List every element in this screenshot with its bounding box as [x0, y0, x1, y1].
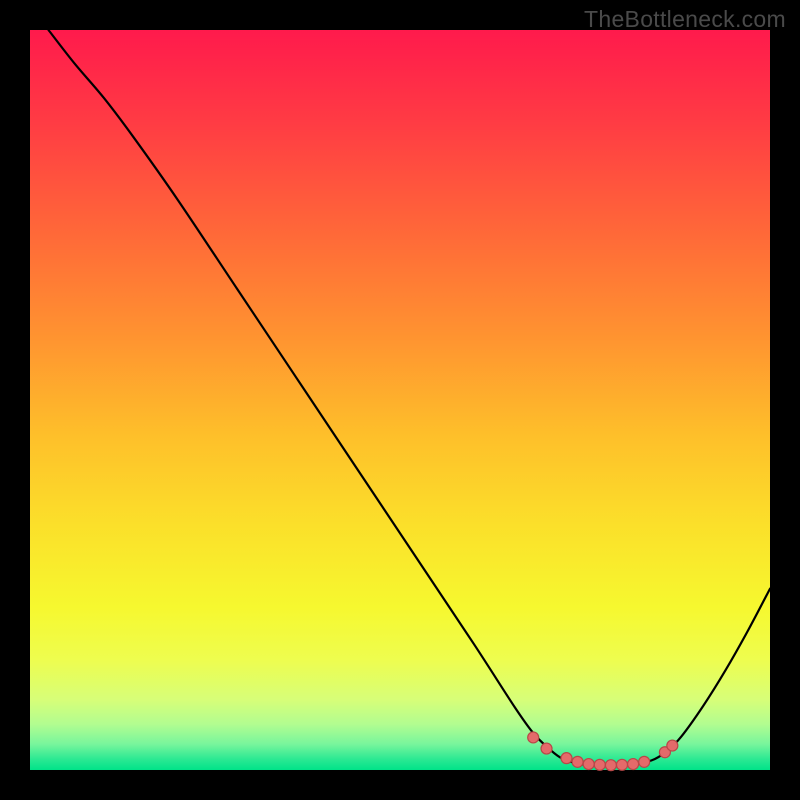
bottleneck-curve-chart	[0, 0, 800, 800]
chart-frame: TheBottleneck.com	[0, 0, 800, 800]
marker-dot	[605, 760, 616, 771]
marker-dot	[594, 759, 605, 770]
marker-dot	[639, 756, 650, 767]
marker-dot	[583, 759, 594, 770]
marker-dot	[628, 759, 639, 770]
marker-dot	[561, 753, 572, 764]
watermark-text: TheBottleneck.com	[584, 6, 786, 33]
marker-dot	[528, 732, 539, 743]
plot-background	[30, 30, 770, 770]
marker-dot	[541, 743, 552, 754]
marker-dot	[617, 759, 628, 770]
marker-dot	[572, 756, 583, 767]
marker-dot	[667, 740, 678, 751]
